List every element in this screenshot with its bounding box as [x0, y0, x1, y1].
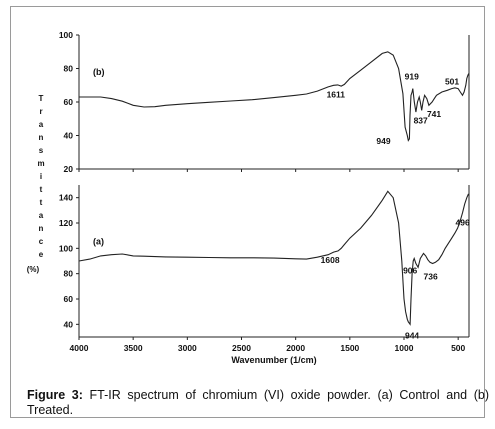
x-tick-label: 3500: [124, 343, 143, 353]
y-axis-label-letter: T: [39, 94, 44, 103]
peak-label: 741: [427, 109, 441, 119]
x-tick-label: 500: [451, 343, 465, 353]
peak-label: 496: [456, 218, 470, 228]
peak-label: 1611: [327, 89, 346, 99]
y-axis-label-letter: t: [40, 185, 43, 194]
y-axis-label-letter: c: [39, 237, 44, 246]
x-tick-label: 4000: [70, 343, 89, 353]
x-tick-label: 1000: [395, 343, 414, 353]
y-axis-label-letter: e: [39, 250, 44, 259]
y-tick-label: 60: [64, 294, 74, 304]
y-axis-label-letter: s: [39, 146, 44, 155]
peak-label: 906: [403, 265, 417, 275]
panel-label: (b): [93, 67, 105, 77]
y-axis-label-letter: t: [40, 198, 43, 207]
x-tick-label: 2000: [286, 343, 305, 353]
y-tick-label: 20: [64, 164, 74, 174]
panel-label: (a): [93, 237, 104, 247]
figure-caption: Figure 3: FT-IR spectrum of chromium (VI…: [27, 388, 489, 418]
y-tick-label: 100: [59, 30, 73, 40]
y-tick-label: 100: [59, 243, 73, 253]
y-axis-label-letter: n: [39, 133, 44, 142]
y-tick-label: 80: [64, 269, 74, 279]
y-axis-label-letter: n: [39, 224, 44, 233]
y-axis-label-letter: i: [40, 172, 42, 181]
peak-label: 1608: [321, 255, 340, 265]
y-axis-label-letter: m: [37, 159, 44, 168]
y-axis-label-letter: a: [39, 120, 44, 129]
y-tick-label: 80: [64, 64, 74, 74]
y-tick-label: 40: [64, 319, 74, 329]
peak-label: 736: [424, 272, 438, 282]
y-axis-label-letter: a: [39, 211, 44, 220]
peak-label: 837: [414, 115, 428, 125]
y-axis-label-letter: r: [39, 107, 42, 116]
peak-label: 949: [376, 136, 390, 146]
figure-frame: 20 40 60 80 100 (b) 1611 919 501 949 837 741 40 60 80 1…: [10, 6, 489, 418]
y-tick-label: 40: [64, 131, 74, 141]
y-tick-label: 60: [64, 97, 74, 107]
peak-label: 501: [445, 77, 459, 87]
x-tick-label: 2500: [232, 343, 251, 353]
spectrum-line: [79, 51, 470, 142]
peak-label: 944: [405, 330, 419, 340]
x-tick-label: 3000: [178, 343, 197, 353]
x-axis-label: Wavenumber (1/cm): [231, 355, 316, 365]
y-tick-label: 140: [59, 193, 73, 203]
caption-text: FT-IR spectrum of chromium (VI) oxide po…: [27, 388, 489, 417]
x-tick-label: 1500: [340, 343, 359, 353]
spectrum-line: [78, 190, 470, 326]
caption-label: Figure 3:: [27, 388, 83, 402]
peak-label: 919: [405, 72, 419, 82]
y-axis-label-letter: (%): [27, 265, 40, 274]
y-tick-label: 120: [59, 218, 73, 228]
